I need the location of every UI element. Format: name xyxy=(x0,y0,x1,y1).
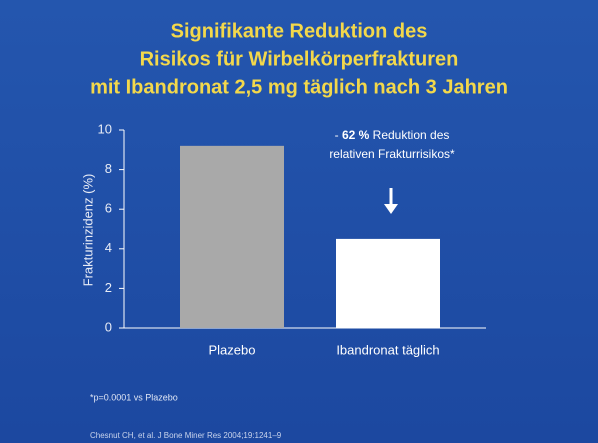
y-axis-label: Frakturinzidenz (%) xyxy=(80,174,95,287)
bar xyxy=(336,238,440,328)
annotation-rest: Reduktion des xyxy=(369,128,449,142)
y-tick-label: 4 xyxy=(105,240,112,255)
x-tick-label: Ibandronat täglich xyxy=(336,342,439,357)
title-line: Signifikante Reduktion des xyxy=(171,20,428,42)
annotation-prefix: - xyxy=(335,128,342,142)
annotation: - 62 % Reduktion des xyxy=(335,128,450,142)
x-tick-label: Plazebo xyxy=(209,342,256,357)
annotation-bold: 62 % xyxy=(342,128,370,142)
footnote: *p=0.0001 vs Plazebo xyxy=(90,392,178,402)
y-tick-label: 0 xyxy=(105,319,112,334)
title-line: mit Ibandronat 2,5 mg täglich nach 3 Jah… xyxy=(90,76,508,98)
citation: Chesnut CH, et al. J Bone Miner Res 2004… xyxy=(90,431,282,440)
bar xyxy=(180,145,284,328)
y-tick-label: 10 xyxy=(98,121,112,136)
y-tick-label: 8 xyxy=(105,161,112,176)
annotation-line: relativen Frakturrisikos* xyxy=(329,147,455,161)
y-tick-label: 6 xyxy=(105,201,112,216)
title-line: Risikos für Wirbelkörperfrakturen xyxy=(140,48,459,70)
arrow-head xyxy=(384,204,398,214)
y-tick-label: 2 xyxy=(105,280,112,295)
